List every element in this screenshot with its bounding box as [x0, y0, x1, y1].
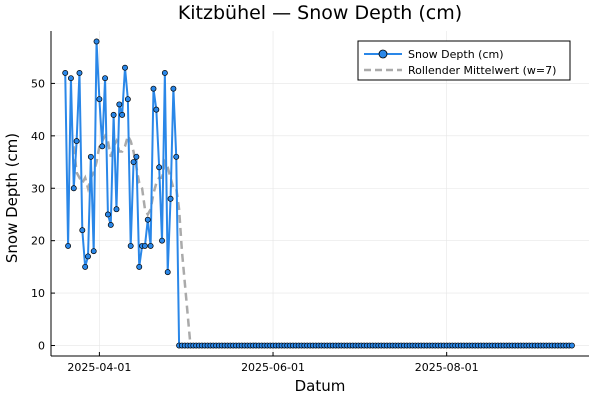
- x-tick-label: 2025-06-01: [241, 361, 305, 374]
- data-point-snow-depth: [87, 153, 94, 160]
- data-point-snow-depth: [82, 263, 89, 270]
- data-point-snow-depth: [147, 242, 154, 249]
- data-point-snow-depth: [73, 138, 80, 145]
- data-point-snow-depth: [90, 248, 97, 255]
- y-tick-label: 10: [31, 287, 45, 300]
- data-point-snow-depth: [122, 64, 128, 71]
- y-tick-label: 50: [31, 77, 45, 90]
- y-tick-label: 40: [31, 130, 45, 143]
- series-layer: [62, 38, 575, 349]
- data-point-snow-depth: [99, 143, 106, 150]
- data-point-snow-depth: [127, 242, 134, 249]
- data-point-snow-depth: [104, 211, 111, 218]
- y-tick-label: 0: [38, 340, 45, 353]
- axes: [50, 31, 589, 357]
- data-point-snow-depth: [70, 185, 77, 192]
- data-point-snow-depth: [76, 69, 83, 76]
- legend-box: [357, 40, 571, 81]
- data-point-snow-depth: [161, 69, 168, 76]
- data-point-snow-depth: [62, 69, 69, 76]
- legend-label-snow-depth: Snow Depth (cm): [408, 48, 504, 61]
- data-point-snow-depth: [156, 164, 163, 171]
- data-point-snow-depth: [110, 111, 117, 118]
- data-point-snow-depth: [65, 242, 72, 249]
- data-point-snow-depth: [150, 85, 157, 92]
- data-point-snow-depth: [144, 216, 151, 223]
- data-point-snow-depth: [116, 101, 123, 108]
- data-point-snow-depth: [167, 195, 174, 202]
- y-axis-label: Snow Depth (cm): [3, 133, 21, 263]
- y-tick-label: 30: [31, 182, 45, 195]
- data-point-snow-depth: [164, 269, 171, 276]
- x-tick-label: 2025-08-01: [415, 361, 479, 374]
- x-axis-label: Datum: [295, 377, 346, 395]
- data-point-snow-depth: [113, 206, 120, 213]
- data-point-snow-depth: [102, 75, 109, 82]
- data-point-snow-depth: [141, 242, 148, 249]
- data-point-snow-depth: [119, 111, 126, 118]
- data-point-snow-depth: [133, 153, 140, 160]
- legend: Snow Depth (cm) Rollender Mittelwert (w=…: [357, 40, 571, 81]
- data-point-snow-depth: [124, 96, 131, 103]
- chart-title: Kitzbühel — Snow Depth (cm): [178, 2, 462, 24]
- data-point-snow-depth: [170, 85, 177, 92]
- tick-labels: 0 10 20 30 40 50 2025-04-01 2025-06-01 2025-08-0…: [31, 77, 479, 374]
- legend-marker-snow-depth: [378, 49, 388, 59]
- data-point-snow-depth: [96, 96, 103, 103]
- data-point-snow-depth: [85, 253, 91, 260]
- data-point-snow-depth: [67, 75, 74, 82]
- data-point-snow-depth: [136, 263, 143, 270]
- data-point-snow-depth: [159, 237, 165, 244]
- data-point-snow-depth: [153, 106, 160, 113]
- data-point-snow-depth: [107, 221, 114, 228]
- y-tick-label: 20: [31, 235, 45, 248]
- x-tick-label: 2025-04-01: [67, 361, 131, 374]
- data-point-snow-depth: [93, 38, 100, 45]
- data-point-snow-depth: [130, 159, 137, 165]
- legend-label-rolling-mean: Rollender Mittelwert (w=7): [408, 64, 556, 77]
- data-point-snow-depth: [79, 227, 86, 234]
- data-point-snow-depth: [173, 153, 180, 160]
- data-point-snow-depth: [568, 342, 575, 349]
